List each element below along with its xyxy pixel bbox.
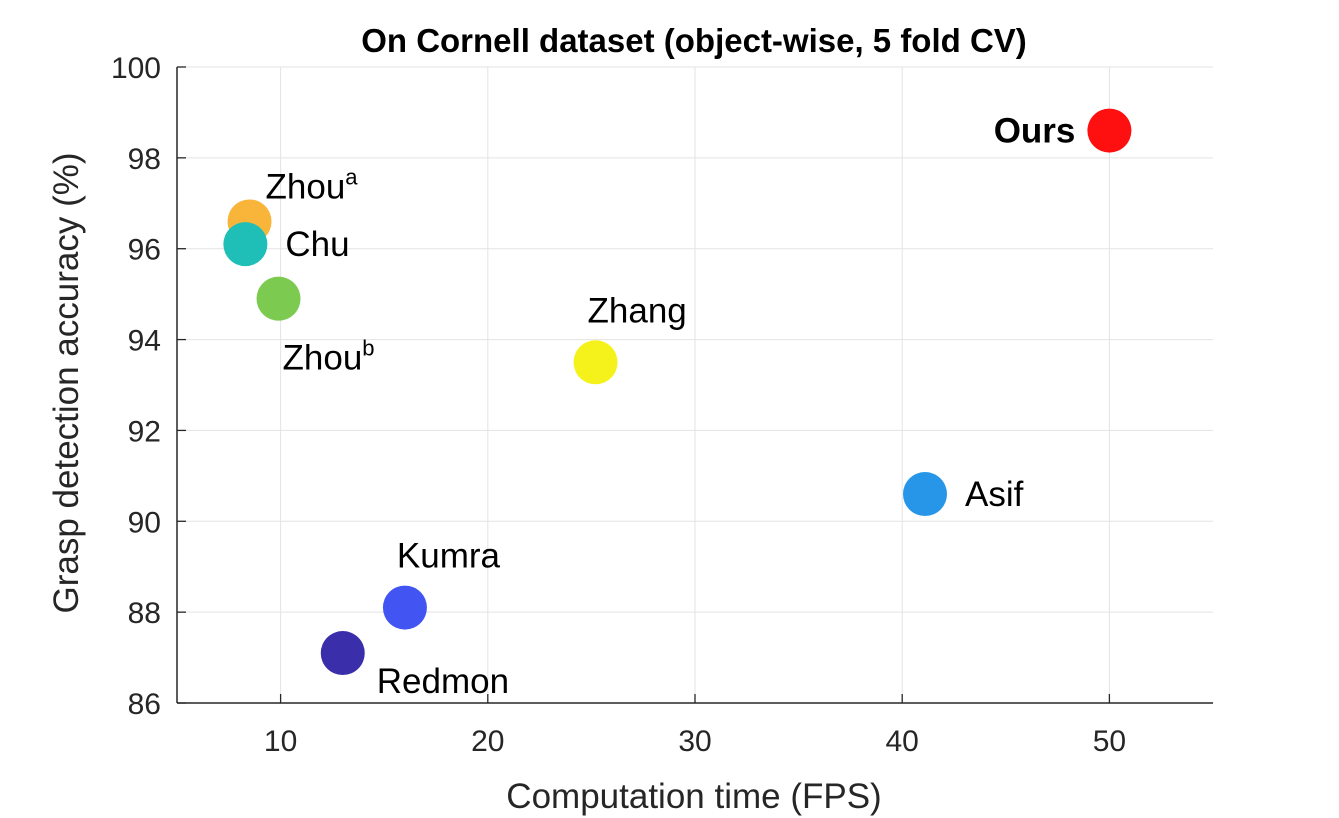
data-point bbox=[573, 340, 618, 385]
point-label: Zhoua bbox=[266, 164, 359, 206]
x-tick-label: 50 bbox=[1093, 725, 1126, 758]
y-tick-label: 90 bbox=[128, 506, 161, 539]
tick-labels: 10 20 30 40 50 86 88 90 92 94 96 98 100 bbox=[111, 52, 1126, 758]
point-labels: Zhoua Chu Zhoub Zhang Asif Kumra Redmon Ours bbox=[266, 112, 1076, 701]
x-axis-label: Computation time (FPS) bbox=[506, 777, 881, 816]
y-tick-label: 96 bbox=[128, 234, 161, 267]
grid-lines bbox=[177, 66, 1213, 704]
y-tick-label: 100 bbox=[111, 52, 161, 85]
x-tick-label: 40 bbox=[886, 725, 919, 758]
data-point bbox=[320, 631, 365, 676]
x-tick-label: 30 bbox=[678, 725, 711, 758]
x-tick-label: 20 bbox=[471, 725, 504, 758]
y-tick-label: 88 bbox=[128, 597, 161, 630]
data-point bbox=[902, 472, 947, 517]
y-tick-label: 94 bbox=[128, 325, 161, 358]
point-label: Asif bbox=[965, 475, 1024, 514]
point-label: Kumra bbox=[397, 537, 501, 576]
y-tick-label: 92 bbox=[128, 415, 161, 448]
data-points bbox=[223, 108, 1132, 676]
point-label: Zhang bbox=[588, 291, 687, 330]
x-tick-label: 10 bbox=[264, 725, 297, 758]
point-label: Zhoub bbox=[283, 336, 375, 378]
point-label: Chu bbox=[285, 225, 349, 264]
point-label: Ours bbox=[994, 112, 1076, 151]
y-tick-label: 98 bbox=[128, 143, 161, 176]
y-axis-label: Grasp detection accuracy (%) bbox=[47, 152, 86, 613]
y-tick-label: 86 bbox=[128, 688, 161, 721]
point-label: Redmon bbox=[377, 662, 509, 701]
axes bbox=[176, 66, 1213, 704]
data-point bbox=[256, 276, 301, 321]
data-point bbox=[382, 585, 427, 630]
data-point bbox=[223, 222, 268, 267]
data-point bbox=[1087, 108, 1132, 153]
chart-title: On Cornell dataset (object-wise, 5 fold … bbox=[361, 22, 1027, 59]
